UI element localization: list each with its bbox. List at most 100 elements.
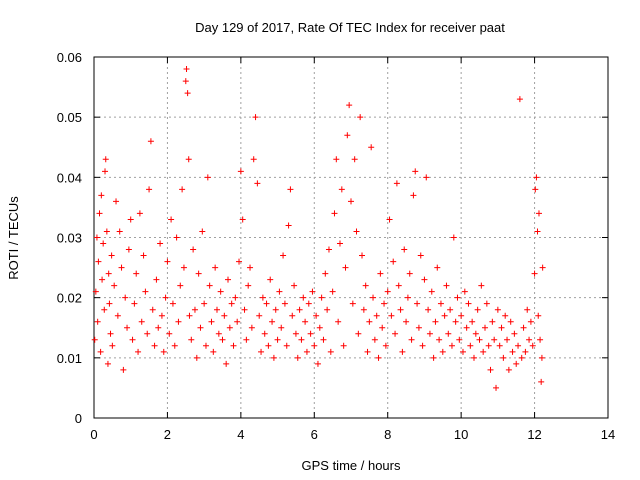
data-point bbox=[527, 318, 534, 325]
data-point bbox=[472, 330, 479, 337]
data-point bbox=[529, 342, 536, 349]
x-tick-label: 2 bbox=[164, 427, 171, 442]
data-point bbox=[107, 330, 114, 337]
data-point bbox=[103, 228, 110, 235]
data-point bbox=[524, 306, 531, 313]
data-point bbox=[298, 336, 305, 343]
data-point bbox=[426, 330, 433, 337]
data-point bbox=[113, 198, 120, 205]
data-point bbox=[140, 252, 147, 259]
data-point bbox=[461, 288, 468, 295]
data-point bbox=[171, 342, 178, 349]
data-point bbox=[470, 354, 477, 361]
data-point bbox=[230, 342, 237, 349]
data-point bbox=[190, 246, 197, 253]
data-point bbox=[258, 348, 265, 355]
data-point bbox=[320, 336, 327, 343]
data-point bbox=[452, 318, 459, 325]
data-point bbox=[199, 228, 206, 235]
y-tick-label: 0.05 bbox=[57, 110, 82, 125]
data-point bbox=[538, 378, 545, 385]
data-point bbox=[425, 306, 432, 313]
data-point bbox=[111, 282, 118, 289]
data-point bbox=[362, 282, 369, 289]
data-point bbox=[534, 228, 541, 235]
data-point bbox=[331, 210, 338, 217]
data-point bbox=[346, 102, 353, 109]
data-point bbox=[384, 288, 391, 295]
data-point bbox=[476, 336, 483, 343]
data-point bbox=[186, 312, 193, 319]
data-point bbox=[142, 288, 149, 295]
data-point bbox=[342, 264, 349, 271]
data-point bbox=[193, 354, 200, 361]
data-point bbox=[97, 348, 104, 355]
data-point bbox=[252, 114, 259, 121]
data-point bbox=[357, 114, 364, 121]
data-point bbox=[318, 294, 325, 301]
data-point bbox=[285, 222, 292, 229]
data-point bbox=[463, 324, 470, 331]
grid-lines bbox=[94, 57, 608, 418]
y-tick-label: 0.03 bbox=[57, 231, 82, 246]
data-point bbox=[421, 276, 428, 283]
data-point bbox=[443, 282, 450, 289]
data-point bbox=[162, 294, 169, 301]
data-point bbox=[353, 228, 360, 235]
data-point bbox=[401, 246, 408, 253]
data-point bbox=[289, 312, 296, 319]
data-point bbox=[368, 144, 375, 151]
data-point bbox=[228, 300, 235, 307]
data-point bbox=[537, 336, 544, 343]
data-point bbox=[533, 174, 540, 181]
data-point bbox=[406, 270, 413, 277]
data-point bbox=[208, 318, 215, 325]
data-point bbox=[522, 348, 529, 355]
data-point bbox=[483, 300, 490, 307]
data-point bbox=[509, 348, 516, 355]
data-point bbox=[116, 228, 123, 235]
data-point bbox=[248, 324, 255, 331]
data-point bbox=[287, 186, 294, 193]
data-point bbox=[100, 240, 107, 247]
data-point bbox=[147, 138, 154, 145]
data-point bbox=[395, 282, 402, 289]
data-point bbox=[239, 216, 246, 223]
data-point bbox=[213, 306, 220, 313]
data-point bbox=[102, 168, 109, 175]
data-point bbox=[478, 282, 485, 289]
data-point bbox=[520, 324, 527, 331]
chart-title: Day 129 of 2017, Rate Of TEC Index for r… bbox=[195, 20, 505, 35]
data-point bbox=[93, 234, 100, 241]
data-point bbox=[467, 342, 474, 349]
data-point bbox=[129, 336, 136, 343]
data-point bbox=[539, 264, 546, 271]
data-point bbox=[377, 270, 384, 277]
data-point bbox=[177, 282, 184, 289]
data-point bbox=[316, 324, 323, 331]
y-tick-labels: 0 0.01 0.02 0.03 0.04 0.05 0.06 bbox=[57, 50, 82, 426]
data-point bbox=[375, 354, 382, 361]
data-point bbox=[281, 300, 288, 307]
data-point bbox=[151, 342, 158, 349]
data-point bbox=[114, 312, 121, 319]
data-point bbox=[432, 318, 439, 325]
data-point bbox=[98, 192, 105, 199]
data-point bbox=[498, 324, 505, 331]
data-point bbox=[338, 186, 345, 193]
data-point bbox=[515, 342, 522, 349]
data-point bbox=[272, 306, 279, 313]
data-point bbox=[381, 300, 388, 307]
data-point bbox=[101, 306, 108, 313]
data-point bbox=[261, 330, 268, 337]
data-point bbox=[245, 282, 252, 289]
data-point bbox=[197, 324, 204, 331]
data-point bbox=[399, 348, 406, 355]
data-point bbox=[439, 348, 446, 355]
data-point bbox=[373, 312, 380, 319]
y-tick-label: 0.04 bbox=[57, 170, 82, 185]
data-point bbox=[133, 270, 140, 277]
data-point bbox=[428, 288, 435, 295]
data-point bbox=[122, 294, 129, 301]
data-point bbox=[225, 276, 232, 283]
